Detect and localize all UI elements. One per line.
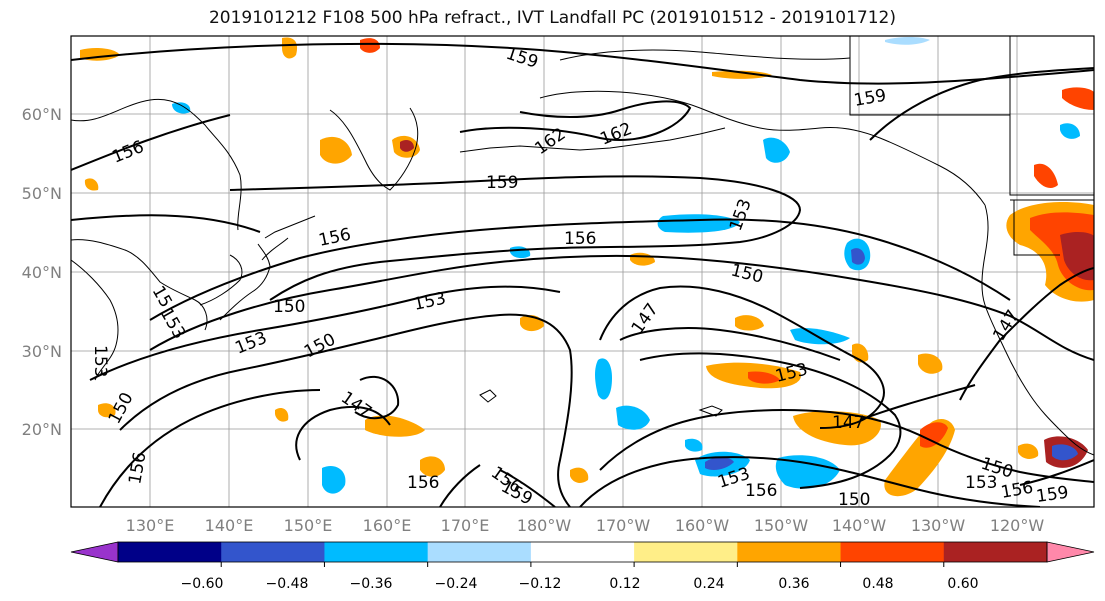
contour-label: 150 — [273, 297, 305, 317]
lon-label: 170°W — [596, 516, 651, 535]
ivt-patch — [570, 467, 589, 483]
ivt-patch — [172, 102, 191, 114]
lat-label: 40°N — [22, 263, 62, 282]
longitude-labels: 130°E 140°E 150°E 160°E 170°E 180°W 170°… — [126, 516, 1045, 535]
ivt-patch — [595, 358, 612, 400]
contour-label: 159 — [1035, 483, 1070, 507]
lon-label: 150°W — [754, 516, 809, 535]
colorbar-swatch — [530, 542, 635, 562]
colorbar-swatch — [427, 542, 532, 562]
lon-label: 150°E — [284, 516, 333, 535]
colorbar-tick-label: 0.24 — [693, 576, 724, 592]
colorbar-swatch — [840, 542, 945, 562]
lon-label: 170°E — [441, 516, 490, 535]
lat-label: 30°N — [22, 342, 62, 361]
ivt-patch — [320, 136, 352, 164]
colorbar-tick-label: −0.12 — [519, 576, 562, 592]
ivt-patch — [98, 403, 116, 418]
ivt-patch — [1060, 232, 1094, 281]
colorbar-swatch — [118, 542, 222, 562]
colorbar-tick-label: −0.60 — [181, 576, 224, 592]
ivt-patch — [365, 415, 425, 437]
contour-label: 156 — [745, 481, 777, 501]
contour-label: 153 — [965, 473, 997, 493]
ivt-patch — [1052, 444, 1078, 461]
ivt-patch — [685, 438, 703, 452]
contour-label: 159 — [486, 173, 518, 193]
ivt-patch — [763, 137, 790, 163]
contour-label: 147 — [832, 413, 864, 433]
contour-label: 153 — [90, 345, 110, 377]
colorbar-tick-label: 0.48 — [862, 576, 893, 592]
colorbar-tick-label: −0.24 — [435, 576, 478, 592]
lon-label: 140°W — [832, 516, 887, 535]
lat-label: 20°N — [22, 420, 62, 439]
contour-labels: 159 156 162 162 159 159 156 156 153 150 … — [90, 44, 1070, 510]
lon-label: 160°E — [363, 516, 412, 535]
colorbar — [70, 541, 1095, 567]
ivt-patch — [282, 37, 298, 59]
lon-label: 160°W — [675, 516, 730, 535]
colorbar-tick-label: −0.36 — [350, 576, 393, 592]
colorbar-tick-label: −0.48 — [266, 576, 309, 592]
lat-label: 60°N — [22, 105, 62, 124]
ivt-patch — [360, 38, 380, 53]
colorbar-tick-label: 0.36 — [778, 576, 809, 592]
lat-label: 50°N — [22, 184, 62, 203]
ivt-patch — [918, 353, 943, 374]
ivt-patch — [735, 315, 764, 331]
ivt-patch — [400, 140, 414, 152]
ivt-patch — [712, 70, 772, 79]
lon-label: 140°E — [205, 516, 254, 535]
colorbar-tick-label: 0.60 — [947, 576, 978, 592]
ivt-patch — [775, 455, 840, 489]
colorbar-tick-labels: −0.60 −0.48 −0.36 −0.24 −0.12 0.12 0.24 … — [181, 576, 979, 592]
lon-label: 120°W — [990, 516, 1045, 535]
ivt-patch — [1018, 443, 1039, 459]
lon-label: 130°E — [126, 516, 175, 535]
ivt-patch — [851, 248, 865, 265]
ivt-patch — [1034, 163, 1058, 189]
map-frame — [70, 35, 1095, 508]
ivt-patch — [616, 405, 650, 430]
ivt-patch — [793, 411, 881, 446]
refractivity-contours — [71, 42, 1094, 507]
latitude-labels: 60°N 50°N 40°N 30°N 20°N — [22, 105, 62, 439]
ivt-patch — [885, 37, 930, 45]
contour-label: 156 — [564, 229, 596, 249]
ivt-patch — [790, 327, 850, 345]
colorbar-swatch — [324, 542, 429, 562]
colorbar-swatch — [221, 542, 325, 562]
ivt-patch — [920, 422, 948, 448]
ivt-patch — [84, 178, 99, 191]
contour-label: 156 — [407, 473, 439, 493]
ivt-patch — [275, 408, 289, 422]
colorbar-swatch — [943, 542, 1048, 562]
contour-label: 150 — [838, 490, 870, 510]
colorbar-swatch — [737, 542, 842, 562]
lon-label: 130°W — [911, 516, 966, 535]
colorbar-swatch — [634, 542, 738, 562]
ivt-patch — [322, 465, 346, 494]
ivt-patch — [1060, 123, 1080, 139]
colorbar-border — [117, 541, 1048, 563]
ivt-patch — [1062, 87, 1094, 110]
colorbar-extend-max — [1046, 541, 1095, 563]
colorbar-tick-label: 0.12 — [609, 576, 640, 592]
ivt-patch — [705, 457, 734, 470]
ivt-patch — [420, 456, 445, 477]
colorbar-extend-min — [70, 541, 119, 563]
ivt-patch — [748, 371, 780, 384]
map-title: 2019101212 F108 500 hPa refract., IVT La… — [208, 8, 896, 28]
lon-label: 180°W — [517, 516, 572, 535]
